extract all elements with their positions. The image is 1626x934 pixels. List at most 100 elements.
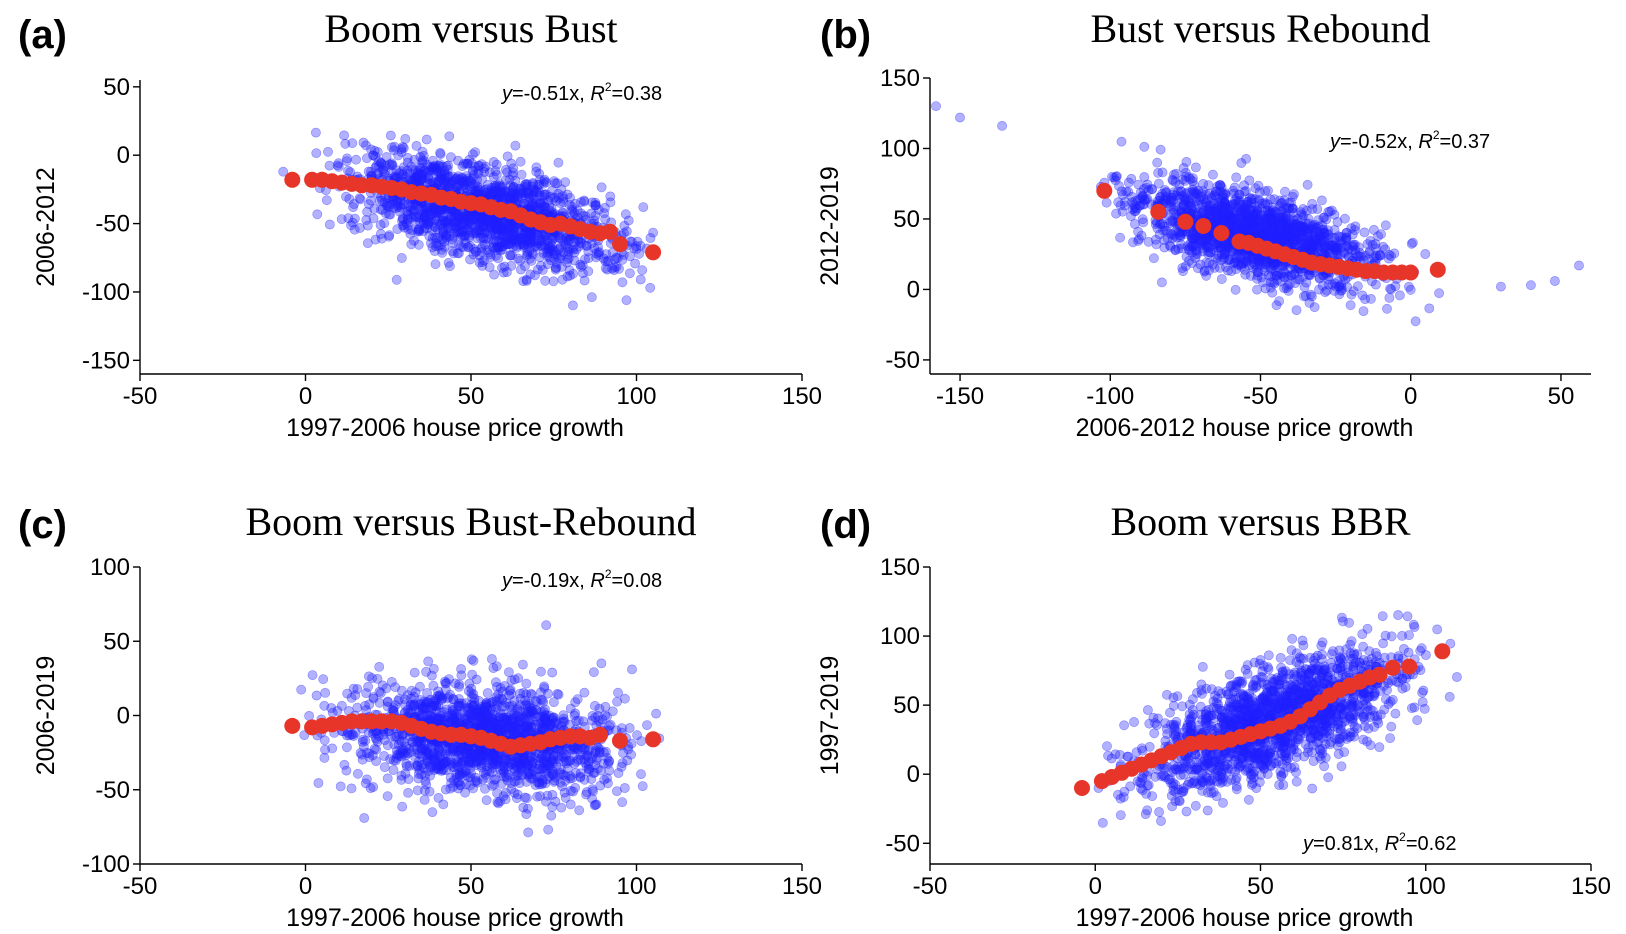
data-point: [384, 230, 395, 241]
data-point: [482, 688, 493, 698]
data-point: [393, 150, 404, 161]
data-point: [397, 170, 408, 180]
data-point: [352, 684, 363, 694]
data-point: [436, 244, 447, 255]
y-tick-label: -150: [82, 347, 130, 374]
data-point: [414, 203, 425, 213]
data-point: [417, 146, 428, 157]
y-tick-label: 0: [907, 276, 920, 303]
data-point: [396, 253, 407, 263]
binned-mean-point: [1402, 264, 1419, 281]
data-point: [1138, 199, 1149, 210]
data-point: [1208, 169, 1218, 180]
data-point: [1219, 252, 1230, 263]
data-point: [1345, 300, 1356, 311]
data-point: [1185, 197, 1195, 208]
data-point: [1295, 227, 1305, 238]
data-point: [351, 154, 361, 165]
data-point: [506, 234, 517, 245]
data-point: [421, 202, 432, 213]
data-point: [625, 268, 635, 279]
data-point: [1550, 276, 1560, 286]
data-point: [531, 162, 542, 173]
data-point: [1203, 249, 1214, 259]
data-point: [1241, 153, 1251, 164]
data-point: [626, 236, 637, 247]
data-point: [1244, 204, 1255, 215]
data-point: [518, 276, 529, 286]
data-point: [604, 756, 615, 767]
data-point: [1358, 306, 1369, 316]
data-point: [430, 160, 440, 171]
data-point: [1526, 280, 1536, 291]
data-point: [1382, 303, 1392, 314]
data-point: [1115, 232, 1125, 243]
data-point: [1496, 281, 1506, 292]
data-point: [564, 199, 575, 210]
data-point: [554, 192, 564, 203]
data-point: [490, 223, 501, 234]
data-point: [955, 112, 965, 123]
data-point: [489, 269, 499, 280]
scatter-points: [278, 127, 658, 311]
data-point: [442, 223, 453, 234]
regression-equation: y=-0.51x, R2=0.38: [500, 80, 662, 105]
data-point: [551, 262, 561, 273]
data-point: [443, 180, 453, 190]
y-tick-label: 150: [880, 65, 920, 92]
data-point: [340, 138, 351, 149]
data-point: [589, 667, 599, 678]
data-point: [434, 204, 445, 215]
data-point: [376, 157, 386, 168]
binned-mean-point: [1150, 203, 1167, 220]
data-point: [619, 783, 630, 793]
data-point: [437, 173, 447, 184]
data-point: [460, 238, 471, 249]
data-point: [1302, 179, 1313, 190]
data-point: [391, 203, 401, 213]
data-point: [439, 217, 450, 228]
data-point: [547, 185, 558, 196]
data-point: [511, 242, 522, 253]
data-point: [428, 177, 438, 188]
data-point: [490, 230, 501, 241]
binned-mean-point: [1096, 182, 1113, 199]
data-point: [548, 276, 559, 287]
data-point: [637, 781, 648, 791]
data-point: [609, 265, 620, 275]
data-point: [520, 261, 530, 271]
data-point: [427, 242, 438, 253]
data-point: [1191, 162, 1201, 173]
data-point: [1216, 274, 1227, 284]
data-point: [1371, 279, 1381, 290]
data-point: [466, 183, 477, 193]
data-point: [637, 265, 648, 276]
data-point: [498, 267, 509, 278]
x-tick-label: 0: [299, 383, 312, 410]
data-point: [382, 791, 393, 802]
data-point: [379, 751, 389, 761]
data-point: [430, 166, 440, 177]
data-point: [402, 165, 413, 176]
data-point: [1317, 195, 1327, 206]
y-tick-label: -100: [82, 279, 130, 306]
data-point: [459, 214, 470, 225]
data-point: [467, 219, 478, 230]
data-point: [1165, 195, 1176, 206]
data-point: [543, 241, 554, 251]
data-point: [1167, 174, 1178, 185]
data-point: [435, 173, 445, 184]
data-point: [645, 282, 656, 293]
data-point: [527, 197, 538, 208]
y-axis-label: 2006-2012: [32, 167, 60, 287]
data-point: [621, 226, 632, 237]
data-point: [439, 168, 450, 179]
data-point: [636, 736, 647, 746]
data-point: [414, 169, 425, 179]
equation-value: =0.38: [612, 83, 663, 105]
data-point: [1213, 206, 1223, 216]
data-point: [1406, 238, 1417, 249]
data-point: [451, 221, 462, 232]
data-point: [1136, 230, 1147, 241]
data-point: [600, 256, 611, 267]
